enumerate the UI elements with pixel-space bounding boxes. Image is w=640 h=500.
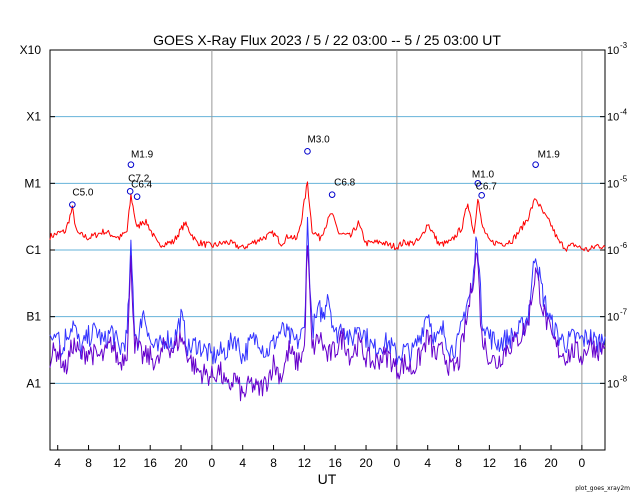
flare-annotations: C5.0 M1.9 C7.2C6.4 M3.0 C6.8 M1.0C6.7 M1.9 [69,134,561,208]
y-right-tick-exponent: -4 [620,108,628,117]
flare-marker [304,148,311,155]
x-tick-label: 20 [544,456,558,470]
y-left-tick-label: A1 [26,376,41,390]
y-right-tick-label: 10 [607,378,619,390]
flare-marker [133,193,141,200]
x-tick-label: 16 [144,456,158,470]
flare-label: M1.9 [538,150,561,161]
y-right-tick-exponent: -7 [620,308,628,317]
flare-label: M3.0 [307,134,330,145]
y-right-tick-exponent: -3 [620,41,628,50]
x-tick-label: 8 [270,456,277,470]
x-tick-label: 20 [359,456,373,470]
x-tick-label: 4 [239,456,246,470]
y-right-tick-label: 10 [607,312,619,324]
flare-marker [478,192,485,199]
x-tick-label: 12 [298,456,312,470]
y-right-tick-exponent: -6 [620,241,628,250]
y-left-tick-label: X10 [20,43,42,57]
series-line-2 [49,245,606,402]
x-tick-label: 20 [174,456,188,470]
data-series [49,181,606,402]
flare-label: C6.7 [476,181,498,192]
y-right-tick-label: 10 [607,178,619,190]
axes: 4 8 12 16 20 0 4 8 12 16 20 0 4 8 12 16 20 0 A1 B1 C1 M1 X1 X10… [20,41,628,470]
flare-label: M1.9 [131,150,154,161]
x-tick-label: 0 [579,456,586,470]
y-right-tick-label: 10 [607,112,619,124]
flare-marker [69,201,76,208]
x-tick-label: 8 [455,456,462,470]
y-left-tick-label: C1 [26,243,42,257]
plot-credit: plot_goes_xray2m [575,485,630,492]
series-line-0 [49,181,606,252]
y-right-tick-exponent: -5 [620,174,628,183]
y-right-tick-label: 10 [607,245,619,257]
flare-label: C5.0 [72,188,94,199]
y-right-tick-exponent: -8 [620,374,628,383]
y-left-tick-label: M1 [24,176,41,190]
flare-marker [126,188,134,195]
flare-label: C7.2 [128,173,150,184]
x-tick-label: 0 [394,456,401,470]
flare-marker [474,180,482,187]
x-axis-label: UT [318,471,337,487]
x-tick-label: 16 [329,456,343,470]
x-tick-label: 0 [209,456,216,470]
grid-lines [50,50,605,450]
x-tick-label: 12 [483,456,497,470]
flare-marker [328,191,336,198]
x-tick-label: 8 [85,456,92,470]
x-tick-label: 4 [424,456,431,470]
x-tick-label: 4 [54,456,61,470]
chart-title: GOES X-Ray Flux 2023 / 5 / 22 03:00 -- 5… [153,32,501,48]
x-tick-label: 12 [113,456,127,470]
flare-label: M1.0 [472,169,495,180]
y-left-tick-label: X1 [26,110,41,124]
flare-marker [127,161,135,168]
x-tick-label: 16 [514,456,528,470]
flare-marker [532,161,539,168]
y-right-tick-label: 10 [607,45,619,57]
flare-label: C6.4 [131,180,153,191]
flare-label: C6.8 [334,178,356,189]
y-left-tick-label: B1 [26,310,41,324]
series-line-1 [49,216,606,366]
